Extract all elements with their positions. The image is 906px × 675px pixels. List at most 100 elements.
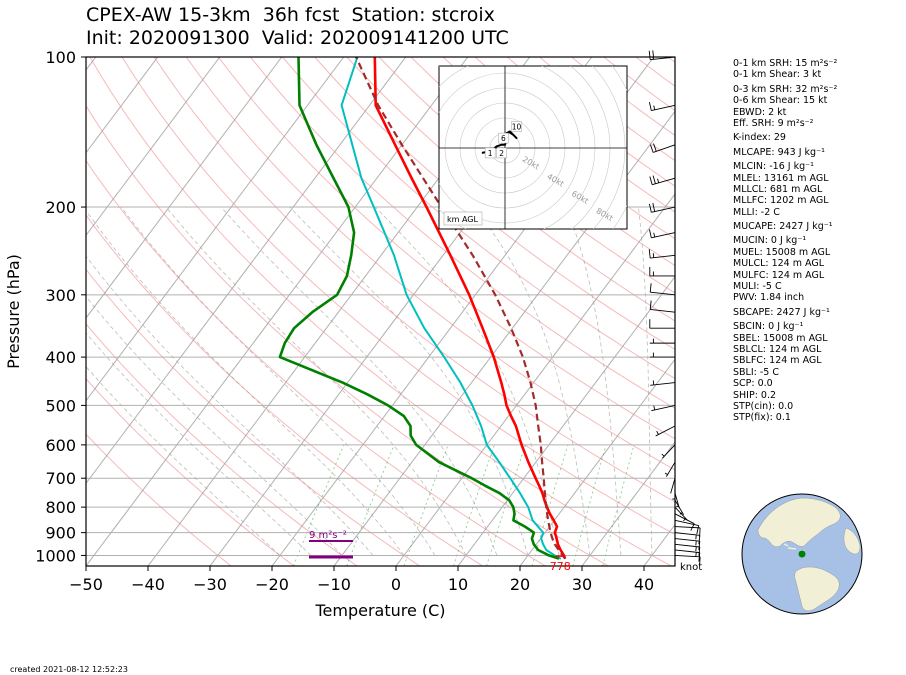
wind-barb	[649, 175, 676, 186]
x-tick-label: 20	[510, 575, 530, 594]
wind-barb	[648, 50, 676, 61]
x-tick-label: −10	[317, 575, 351, 594]
index-line: SBCAPE: 2427 J kg⁻¹	[733, 306, 830, 318]
wind-barb	[674, 549, 701, 562]
dry-adiabat	[282, 57, 675, 380]
dry-adiabat	[89, 57, 672, 566]
index-line: SBLCL: 124 m AGL	[733, 343, 822, 355]
y-tick-label: 200	[45, 198, 76, 217]
isotherm	[519, 358, 675, 566]
y-axis-label: Pressure (hPa)	[4, 254, 23, 369]
dry-adiabat	[86, 268, 421, 566]
africa-land	[843, 527, 861, 555]
hodograph-height-label: 10	[512, 123, 522, 132]
mixing-ratio-line	[602, 444, 635, 566]
isotherm	[86, 57, 159, 154]
mixing-ratio-line	[486, 444, 526, 566]
hodograph-height-box	[484, 147, 496, 159]
north-america-land	[757, 497, 841, 548]
index-line: MLLI: -2 C	[733, 206, 780, 218]
dry-adiabat	[217, 57, 675, 440]
wind-barb	[649, 352, 675, 358]
index-line: MLCIN: -16 J kg⁻¹	[733, 161, 814, 173]
indices-panel: 0-1 km SRH: 15 m²s⁻² 0-1 km Shear: 3 kt 0-…	[733, 58, 837, 424]
dry-adiabat	[346, 57, 675, 322]
wind-barb	[650, 143, 676, 153]
wind-barb	[649, 300, 676, 313]
isotherm	[86, 57, 221, 237]
y-tick-label: 1000	[35, 546, 76, 565]
index-line: SBLI: -5 C	[733, 366, 779, 378]
dry-adiabat	[153, 57, 675, 503]
y-tick-label: 600	[45, 436, 76, 455]
wind-barbs: knot	[648, 50, 702, 573]
wind-barb	[655, 425, 676, 437]
wind-barb	[649, 283, 676, 296]
wind-barb	[649, 338, 675, 344]
moist-adiabat	[86, 209, 405, 556]
x-tick-label: 10	[448, 575, 468, 594]
isotherm	[457, 275, 675, 566]
dry-adiabat	[314, 57, 675, 351]
y-tick-label: 300	[45, 286, 76, 305]
moist-adiabat	[638, 206, 653, 556]
x-tick-label: 40	[634, 575, 654, 594]
chart-title-line1: CPEX-AW 15-3km 36h fcst Station: stcroix	[86, 4, 495, 26]
mixing-ratio-line	[572, 444, 607, 566]
index-line: 0-1 km SRH: 15 m²s⁻²	[733, 58, 838, 69]
dry-adiabat	[86, 377, 295, 566]
dry-adiabat	[86, 323, 358, 566]
srh-label: 9 m²s⁻²	[309, 530, 347, 541]
wind-unit-label: knot	[680, 562, 702, 573]
wind-barb	[648, 249, 676, 259]
hodograph-height-label: 6	[501, 134, 506, 143]
x-tick-label: −20	[255, 575, 289, 594]
moist-adiabat	[165, 206, 467, 556]
hodograph-height-label: 1	[488, 149, 493, 158]
wind-barb	[674, 513, 695, 531]
moist-adiabat	[289, 206, 529, 556]
x-tick-label: 0	[391, 575, 401, 594]
moist-adiabat	[86, 295, 343, 556]
x-tick-label: 30	[572, 575, 592, 594]
wind-barb	[674, 506, 688, 522]
wind-barb	[648, 102, 676, 112]
moist-adiabat	[86, 366, 281, 556]
moist-adiabat	[473, 206, 591, 556]
index-line: K-index: 29	[733, 132, 786, 144]
wind-barb	[651, 404, 676, 412]
axes: −50 −40 −30 −20 −10 0 10 20 30 40 100 200 300 400 500 6…	[4, 48, 654, 620]
mixing-ratio-line	[292, 444, 345, 566]
index-line: SBCIN: 0 J kg⁻¹	[733, 321, 804, 333]
isotherm	[395, 193, 675, 566]
wind-barb	[674, 519, 700, 535]
mixing-ratio-line	[453, 444, 495, 566]
wind-barb	[674, 526, 701, 537]
wind-barb	[661, 444, 676, 459]
dry-adiabat	[86, 104, 609, 566]
hodograph-frame	[438, 65, 628, 230]
y-tick-label: 900	[45, 524, 76, 543]
dry-adiabat	[86, 159, 546, 566]
wind-barb	[670, 478, 676, 494]
wind-barb	[664, 461, 676, 477]
index-line: 0-6 km Shear: 15 kt	[733, 95, 828, 107]
dry-adiabat	[378, 57, 675, 294]
isotherm	[86, 57, 469, 566]
dry-adiabat	[185, 57, 675, 471]
wind-barb	[649, 319, 675, 329]
created-timestamp: created 2021-08-12 12:52:23	[10, 665, 128, 674]
reference-lines	[86, 57, 675, 566]
x-tick-label: −30	[193, 575, 227, 594]
wind-barb	[648, 229, 676, 239]
parcel-line	[355, 57, 567, 560]
hodograph-height-box	[511, 121, 522, 132]
index-line: MLCAPE: 943 J kg⁻¹	[733, 146, 825, 158]
index-line: STP(cin): 0.0	[733, 400, 794, 412]
index-line: EBWD: 2 kt	[733, 106, 787, 118]
hodograph-legend: km AGL	[447, 215, 479, 224]
dry-adiabat	[410, 57, 675, 267]
wind-barb	[648, 203, 676, 213]
mixing-ratio-line	[403, 444, 449, 566]
